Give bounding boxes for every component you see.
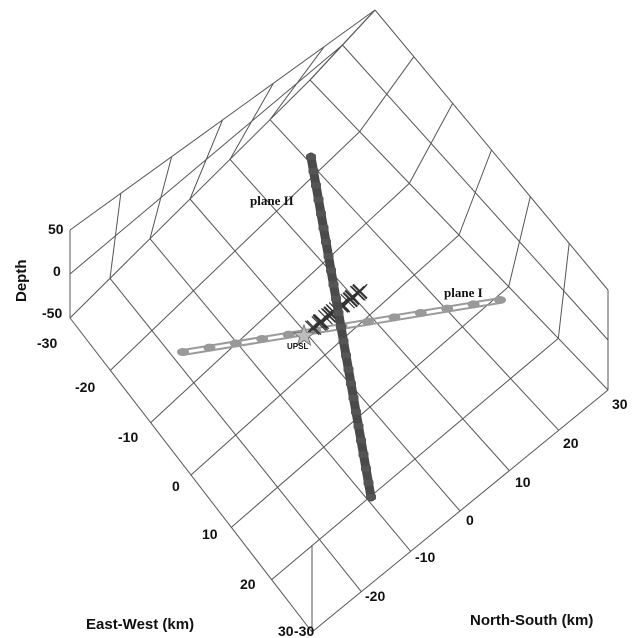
wall-level-line bbox=[69, 9, 376, 231]
plane-ii-trace bbox=[306, 152, 376, 502]
plane-ii-segment bbox=[358, 451, 369, 458]
event-marker bbox=[313, 315, 329, 331]
plane-ii-segment bbox=[311, 182, 321, 189]
plane-i-node bbox=[467, 300, 480, 309]
y-axis-title: North-South (km) bbox=[470, 612, 593, 629]
plane-i-node bbox=[203, 343, 216, 352]
plane-ii-segment bbox=[316, 210, 326, 217]
wall-level-line bbox=[69, 44, 343, 275]
event-marker-stroke bbox=[350, 286, 366, 301]
plane-i-node bbox=[388, 313, 401, 322]
z-tick-50: 50 bbox=[48, 221, 64, 237]
plane-ii-segment bbox=[346, 380, 356, 387]
event-marker-stroke bbox=[313, 315, 329, 331]
x-tick-0: 0 bbox=[172, 478, 180, 494]
plane-ii-segment bbox=[328, 281, 339, 288]
y-tick-minus10: -10 bbox=[415, 549, 435, 565]
plane-ii-segment bbox=[333, 309, 344, 316]
plane-ii-segment bbox=[318, 224, 329, 231]
y-tick-20: 20 bbox=[563, 435, 579, 451]
plane-ii-segment bbox=[343, 366, 354, 373]
event-marker bbox=[342, 292, 358, 308]
wall-level-line bbox=[374, 9, 609, 291]
plane-i-node bbox=[494, 296, 506, 304]
x-tick-minus30: -30 bbox=[37, 335, 57, 351]
event-marker-stroke bbox=[342, 292, 358, 308]
z-axis-title: Depth bbox=[13, 260, 30, 303]
x-tick-20: 20 bbox=[240, 576, 256, 592]
x-axis-title: East-West (km) bbox=[86, 616, 194, 633]
plane-i-node bbox=[229, 339, 242, 348]
plane-ii-segment bbox=[336, 324, 346, 330]
y-tick-30: 30 bbox=[612, 396, 628, 412]
z-tick-minus50: -50 bbox=[42, 305, 62, 321]
plane-i-node bbox=[282, 330, 295, 339]
station-marker bbox=[292, 323, 316, 347]
plane-ii-segment bbox=[361, 465, 371, 472]
plane-ii-label: plane II bbox=[250, 193, 294, 208]
plane-i-node bbox=[256, 335, 269, 343]
plane-ii-segment bbox=[313, 196, 324, 203]
y-tick-minus30: -30 bbox=[294, 623, 314, 638]
wall-level-line bbox=[342, 44, 609, 341]
x-tick-minus20: -20 bbox=[75, 379, 95, 395]
plane-ii-segment bbox=[351, 409, 361, 415]
plane-ii-segment bbox=[306, 154, 316, 160]
plane-ii-segment bbox=[338, 338, 349, 345]
x-tick-30: 30 bbox=[278, 623, 294, 638]
event-marker bbox=[350, 286, 366, 301]
x-tick-minus10: -10 bbox=[118, 429, 138, 445]
plane-ii-segment bbox=[331, 295, 341, 302]
y-tick-10: 10 bbox=[515, 474, 531, 490]
plane-ii-segment bbox=[363, 479, 374, 486]
plane-i-node bbox=[414, 309, 427, 317]
plane-ii-segment bbox=[323, 253, 334, 260]
plane-ii-segment bbox=[366, 494, 376, 500]
station-label: UPSL bbox=[287, 342, 308, 351]
y-tick-minus20: -20 bbox=[365, 588, 385, 604]
floor-grid-line bbox=[271, 337, 559, 581]
y-tick-0: 0 bbox=[466, 512, 474, 528]
plane-i-node bbox=[361, 317, 374, 326]
x-tick-10: 10 bbox=[202, 526, 218, 542]
station-star-icon bbox=[292, 323, 316, 347]
floor-grid-line bbox=[311, 389, 609, 633]
plane-i-label: plane I bbox=[444, 285, 483, 300]
plane-ii-segment bbox=[353, 423, 364, 430]
plane-ii-segment bbox=[348, 394, 359, 401]
plane-ii-segment bbox=[326, 267, 336, 274]
plane-ii-segment bbox=[356, 437, 366, 444]
plane-i-node bbox=[441, 304, 454, 313]
plane-ii-segment bbox=[321, 239, 331, 245]
z-tick-0: 0 bbox=[53, 263, 61, 279]
plane-ii-segment bbox=[341, 352, 351, 359]
plane-i-node bbox=[177, 348, 189, 356]
plane-ii-segment bbox=[308, 168, 319, 175]
